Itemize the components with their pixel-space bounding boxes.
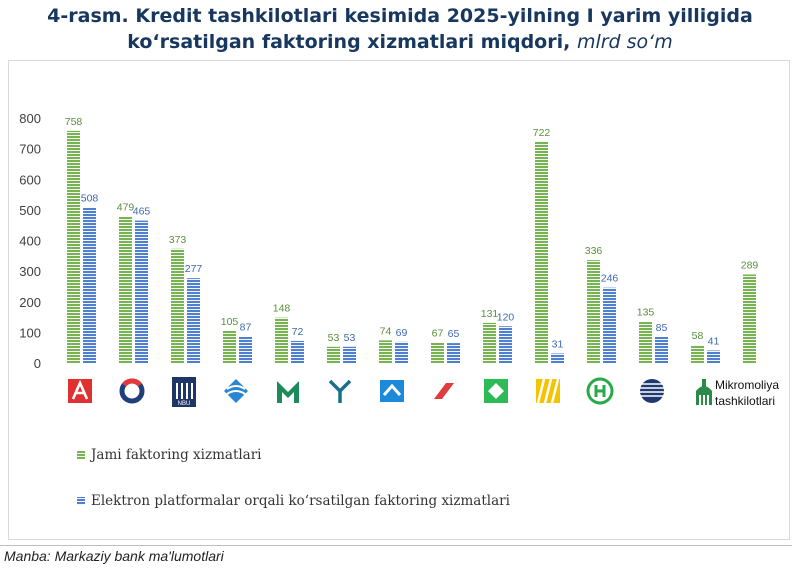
data-label: 246: [601, 273, 619, 285]
bar-electronic: [239, 336, 252, 363]
bank-logo-h-icon: [586, 377, 614, 405]
data-label: 41: [708, 335, 720, 347]
data-label: 131: [481, 308, 499, 320]
data-label: 85: [656, 322, 668, 334]
bank-logo-slash-icon: [434, 383, 454, 399]
y-tick-label: 600: [19, 172, 41, 187]
bar-electronic: [291, 340, 304, 363]
bank-logo-building-icon: NBU: [172, 377, 196, 407]
bar-total: [587, 260, 600, 363]
title-unit: mlrd soʻm: [576, 31, 673, 53]
y-tick-label: 100: [19, 325, 41, 340]
category-logos: NBU: [68, 377, 712, 407]
bar-total: [119, 216, 132, 363]
data-label: 373: [169, 234, 187, 246]
legend-label: Jami faktoring xizmatlari: [89, 447, 262, 463]
bar-total: [535, 141, 548, 363]
data-label: 336: [585, 245, 603, 257]
y-tick-label: 800: [19, 111, 41, 126]
y-tick-label: 400: [19, 234, 41, 249]
bar-total: [275, 317, 288, 363]
bar-total: [431, 342, 444, 363]
bar-total: [223, 330, 236, 363]
chart-title: 4-rasm. Kredit tashkilotlari kesimida 20…: [0, 3, 800, 55]
svg-text:NBU: NBU: [178, 401, 191, 407]
bank-logo-globe-icon: [640, 379, 664, 403]
data-label: 67: [432, 327, 444, 339]
bank-logo-red-a-icon: [68, 379, 92, 403]
y-tick-label: 200: [19, 295, 41, 310]
bar-electronic: [135, 220, 148, 363]
bank-logo-ring-icon: [119, 378, 145, 404]
source-note: Manba: Markaziy bank ma'lumotlari: [4, 548, 224, 564]
data-label: 53: [328, 332, 340, 344]
data-label: 289: [741, 259, 759, 271]
data-label: 722: [533, 127, 551, 139]
data-label: 72: [292, 326, 304, 338]
data-label: 74: [380, 325, 392, 337]
data-label: 277: [185, 263, 203, 275]
data-label: 135: [637, 307, 655, 319]
bar-total: [483, 322, 496, 363]
bank-logo-wave-icon: [224, 379, 248, 403]
bank-logo-star-icon: [328, 379, 352, 403]
bar-total: [691, 345, 704, 363]
data-label: 758: [65, 116, 83, 128]
category-label: Mikromoliya: [715, 378, 779, 392]
bank-logo-m-icon: [277, 381, 299, 403]
data-label: 508: [81, 192, 99, 204]
bar-electronic: [83, 207, 96, 363]
bar-electronic: [603, 287, 616, 363]
source-divider: [0, 545, 792, 546]
data-label: 479: [117, 201, 135, 213]
data-label: 120: [497, 311, 515, 323]
bank-logo-house-icon: [380, 380, 404, 402]
bar-total: [743, 274, 756, 363]
bar-total: [327, 346, 340, 363]
y-tick-label: 0: [34, 356, 41, 371]
bar-electronic: [551, 353, 564, 363]
y-tick-label: 500: [19, 203, 41, 218]
bar-electronic: [499, 326, 512, 363]
bar-total: [67, 130, 80, 363]
y-tick-label: 700: [19, 142, 41, 157]
bar-total: [639, 321, 652, 363]
bar-total: [171, 248, 184, 363]
title-text: koʻrsatilgan faktoring xizmatlari miqdor…: [127, 31, 571, 53]
data-label: 69: [396, 327, 408, 339]
bar-electronic: [343, 346, 356, 363]
data-label: 465: [133, 206, 151, 218]
bar-electronic: [395, 341, 408, 363]
data-label: 58: [692, 330, 704, 342]
title-line-1: 4-rasm. Kredit tashkilotlari kesimida 20…: [47, 5, 753, 27]
title-line-2: koʻrsatilgan faktoring xizmatlari miqdor…: [0, 29, 800, 55]
bar-electronic: [447, 343, 460, 363]
legend-swatch: [77, 451, 85, 459]
bank-logo-stripes-icon: [536, 378, 560, 404]
bar-electronic: [655, 336, 668, 363]
microfinance-logo-icon: [696, 379, 712, 405]
data-label: 148: [273, 303, 291, 315]
legend-swatch: [77, 497, 85, 505]
data-label: 53: [344, 332, 356, 344]
y-tick-label: 300: [19, 264, 41, 279]
data-label: 87: [240, 321, 252, 333]
data-label: 31: [552, 339, 564, 351]
data-label: 105: [221, 316, 239, 328]
category-label: tashkilotlari: [715, 394, 775, 408]
data-label: 65: [448, 328, 460, 340]
bank-logo-diamond-icon: [484, 379, 508, 403]
chart-frame: 0 100 200 300 400 500 600 700 800 758 508 479 465 373…: [8, 60, 790, 540]
bar-total: [379, 340, 392, 363]
bar-electronic: [707, 350, 720, 363]
legend-label: Elektron platformalar orqali koʻrsatilga…: [91, 493, 511, 509]
bar-electronic: [187, 278, 200, 363]
